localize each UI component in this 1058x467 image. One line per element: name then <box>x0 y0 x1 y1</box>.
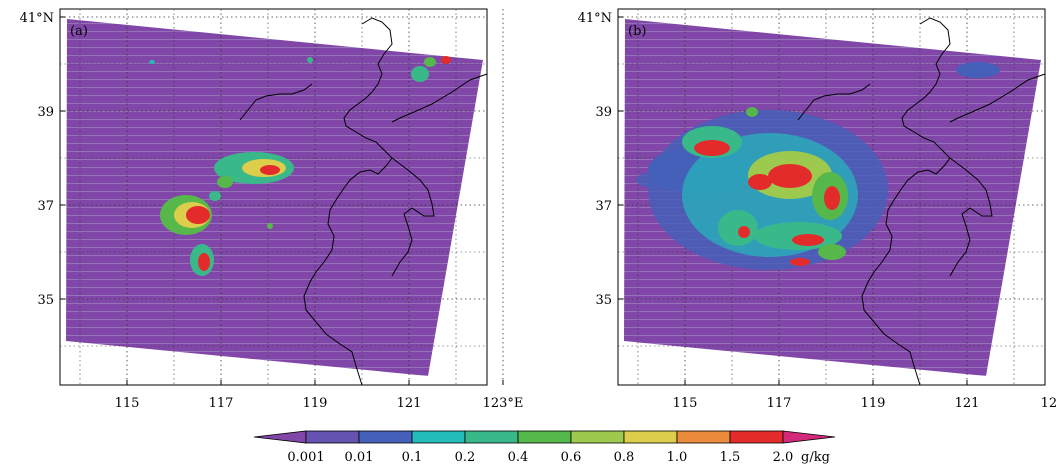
lat-tick-label: 39 <box>37 105 54 120</box>
colorbar-segment <box>729 430 784 444</box>
colorbar-segment <box>517 430 572 444</box>
panel-a-label: (a) <box>70 24 88 39</box>
panel-b-coastline <box>797 17 1046 386</box>
lat-tick-label: 41°N <box>20 11 54 26</box>
colorbar-segment <box>676 430 731 444</box>
panel-a: (a) 41°N 39 37 35 115 117 119 121 123°E <box>20 8 524 411</box>
lon-tick-label: 117 <box>767 396 792 411</box>
colorbar-level-label: 0.01 <box>345 450 374 465</box>
lon-tick-label: 115 <box>115 396 140 411</box>
colorbar: 0.001 0.01 0.1 0.2 0.4 0.6 0.8 1.0 1.5 2.0 g/kg <box>253 430 836 465</box>
colorbar-level-label: 0.001 <box>287 450 324 465</box>
colorbar-segment <box>305 430 360 444</box>
panel-a-lon-labels: 115 117 119 121 123°E <box>115 396 524 411</box>
colorbar-extend-low <box>253 430 307 444</box>
panel-a-lat-labels: 41°N 39 37 35 <box>20 11 54 308</box>
colorbar-level-label: 2.0 <box>773 450 794 465</box>
lon-tick-label: 123°E <box>1041 396 1058 411</box>
panel-a-precip-cells <box>149 56 451 276</box>
panel-b-label: (b) <box>628 24 646 39</box>
lon-tick-label: 123°E <box>483 396 524 411</box>
panel-b-lon-labels: 115 117 119 121 123°E <box>673 396 1058 411</box>
colorbar-level-label: 1.5 <box>720 450 741 465</box>
colorbar-level-label: 0.6 <box>561 450 582 465</box>
lat-tick-label: 37 <box>37 199 54 214</box>
colorbar-level-label: 0.1 <box>402 450 423 465</box>
colorbar-level-label: 0.2 <box>455 450 476 465</box>
colorbar-segment <box>570 430 625 444</box>
colorbar-segment <box>411 430 466 444</box>
panel-b: (b) 41°N 39 37 35 115 117 119 121 123°E <box>578 8 1058 411</box>
colorbar-level-label: 0.8 <box>614 450 635 465</box>
panel-b-lat-labels: 41°N 39 37 35 <box>578 11 612 308</box>
lon-tick-label: 117 <box>209 396 234 411</box>
panel-b-precip-cells <box>636 62 1000 270</box>
lat-tick-label: 37 <box>595 199 612 214</box>
colorbar-unit: g/kg <box>801 450 830 465</box>
colorbar-segment <box>358 430 413 444</box>
panel-a-domain <box>66 19 483 376</box>
lon-tick-label: 119 <box>303 396 328 411</box>
colorbar-level-label: 0.4 <box>508 450 529 465</box>
lon-tick-label: 115 <box>673 396 698 411</box>
colorbar-level-label: 1.0 <box>667 450 688 465</box>
lon-tick-label: 119 <box>861 396 886 411</box>
panel-a-coastline <box>239 17 488 386</box>
lat-tick-label: 39 <box>595 105 612 120</box>
lat-tick-label: 35 <box>37 293 54 308</box>
lon-tick-label: 121 <box>397 396 422 411</box>
colorbar-segment <box>623 430 678 444</box>
colorbar-segment <box>464 430 519 444</box>
lon-tick-label: 121 <box>955 396 980 411</box>
lat-tick-label: 41°N <box>578 11 612 26</box>
lat-tick-label: 35 <box>595 293 612 308</box>
colorbar-extend-high <box>782 430 836 444</box>
